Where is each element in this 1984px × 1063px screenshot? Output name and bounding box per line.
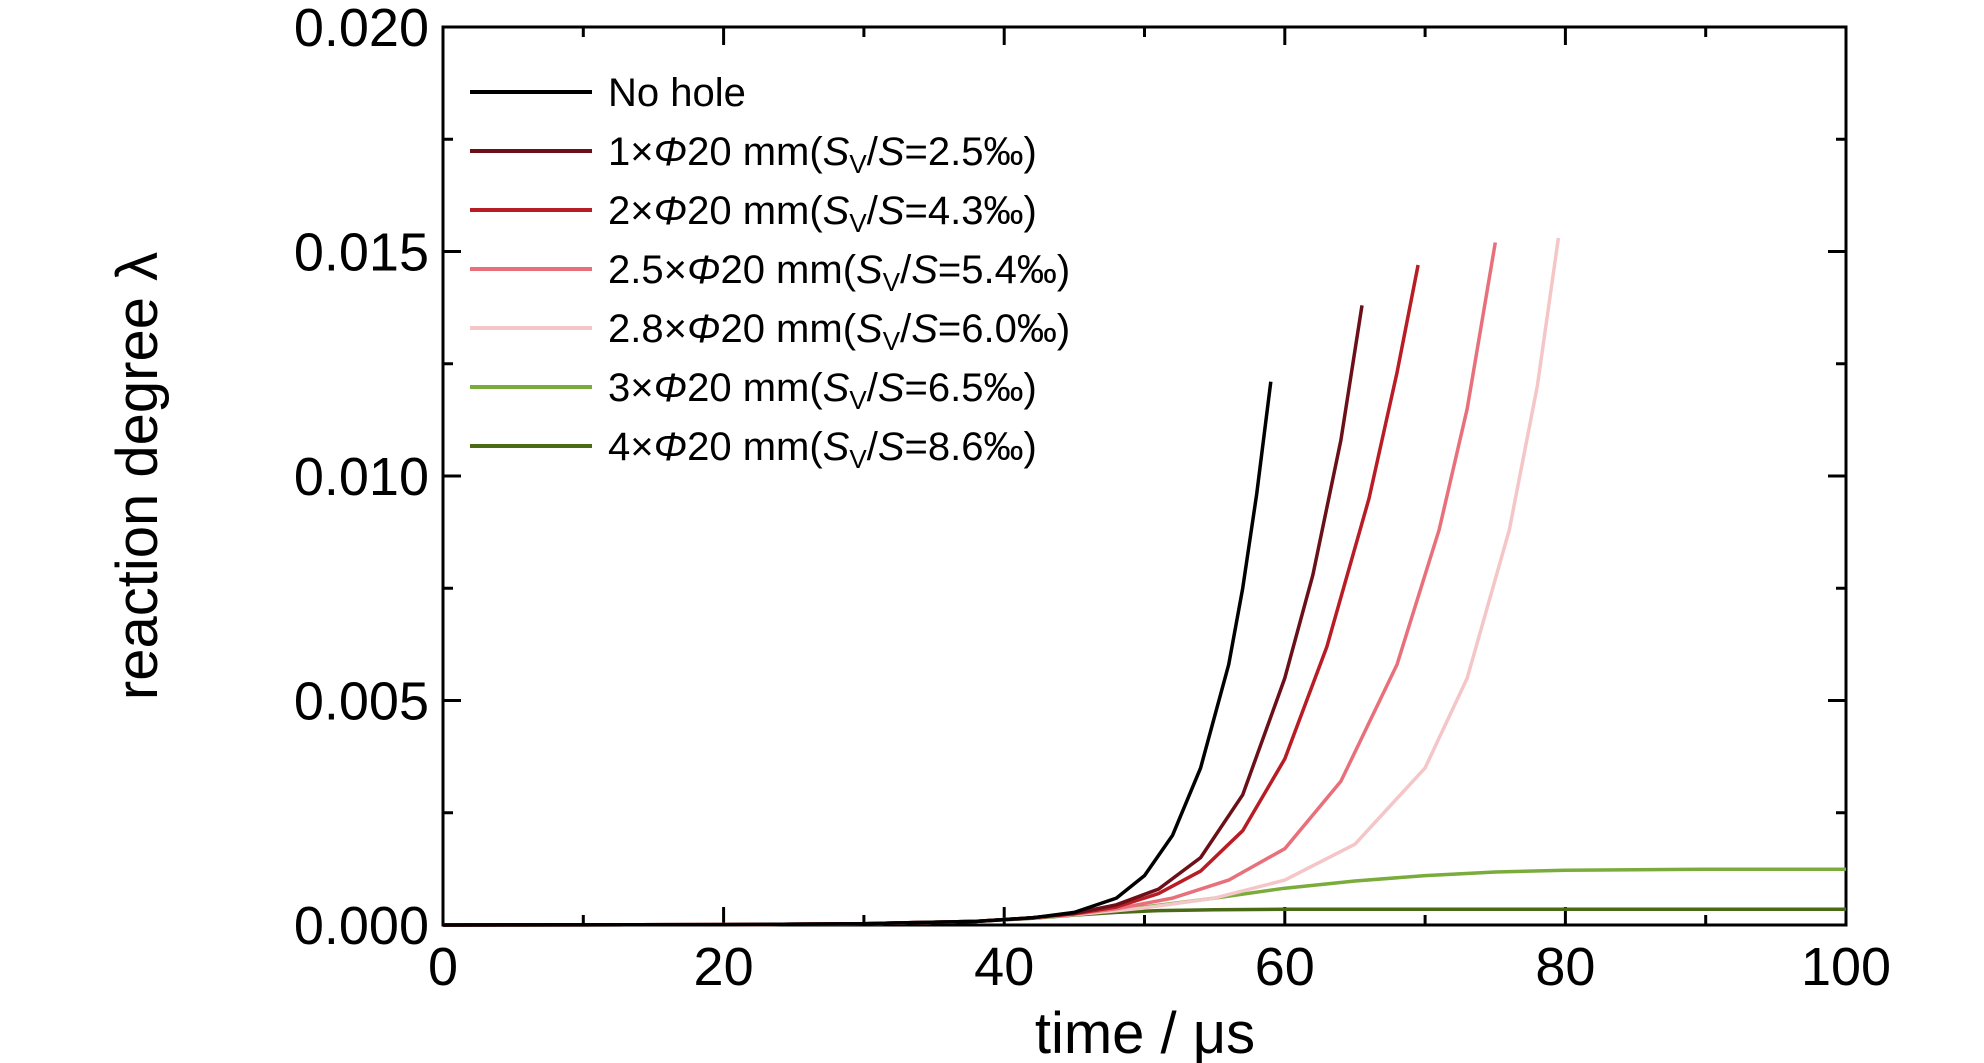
- x-axis-title: time / μs: [1035, 1001, 1255, 1063]
- series-layer: [442, 237, 1846, 927]
- series-line: [442, 381, 1273, 927]
- legend-label: 2×Φ20 mm(SV/S=4.3‰): [608, 189, 1037, 238]
- y-axis-title: reaction degree λ: [105, 252, 170, 700]
- x-tick-label: 0: [428, 937, 458, 997]
- y-tick-label: 0.015: [294, 223, 429, 283]
- y-tick-label: 0.020: [294, 0, 429, 58]
- axis-ticks: 0 20 40 60 80 100 0.000 0.005 0.010 0.015 0.020: [294, 0, 1891, 997]
- x-tick-label: 20: [694, 937, 754, 997]
- y-tick-label: 0.010: [294, 447, 429, 507]
- legend-label: 3×Φ20 mm(SV/S=6.5‰): [608, 366, 1037, 415]
- legend-label: 2.8×Φ20 mm(SV/S=6.0‰): [608, 307, 1070, 356]
- legend-label: 2.5×Φ20 mm(SV/S=5.4‰): [608, 248, 1070, 297]
- y-tick-label: 0.005: [294, 672, 429, 732]
- legend: No hole 1×Φ20 mm(SV/S=2.5‰) 2×Φ20 mm(SV/S=…: [470, 71, 1070, 474]
- legend-label: 1×Φ20 mm(SV/S=2.5‰): [608, 130, 1037, 179]
- legend-label: No hole: [608, 71, 746, 115]
- x-tick-label: 80: [1535, 937, 1595, 997]
- legend-label: 4×Φ20 mm(SV/S=8.6‰): [608, 425, 1037, 474]
- x-tick-label: 60: [1255, 937, 1315, 997]
- x-tick-label: 40: [974, 937, 1034, 997]
- series-line: [442, 264, 1420, 927]
- y-tick-label: 0.000: [294, 896, 429, 956]
- x-tick-label: 100: [1801, 937, 1891, 997]
